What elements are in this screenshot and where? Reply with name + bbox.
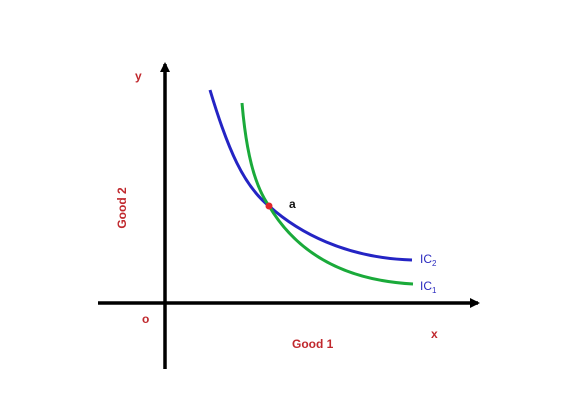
y-axis-title: Good 2 (115, 187, 129, 229)
point-a-label: a (289, 197, 296, 211)
y-axis-label: y (135, 69, 142, 83)
origin-label: o (142, 312, 149, 326)
ic2-label: IC2 (420, 252, 437, 268)
indifference-curve-ic1 (240, 102, 414, 286)
point-a-marker (265, 202, 273, 210)
indifference-curve-ic2 (208, 89, 413, 262)
x-axis-label: x (431, 327, 438, 341)
ic1-label: IC1 (420, 279, 437, 295)
x-axis-title: Good 1 (292, 337, 334, 351)
